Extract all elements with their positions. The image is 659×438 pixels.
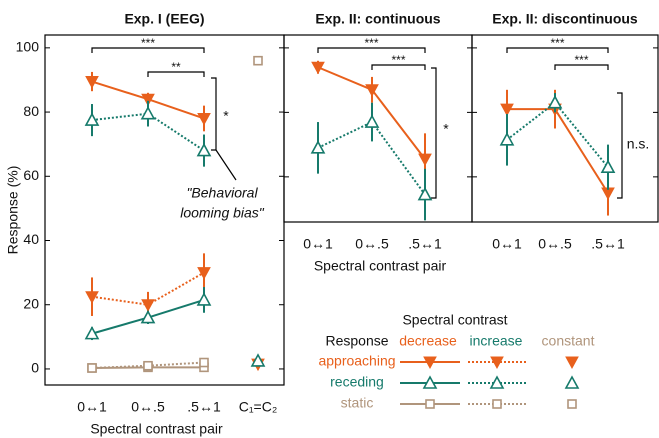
legend-marker — [564, 375, 580, 389]
annotation: looming bias" — [180, 205, 265, 221]
x-tick-label: 0↔.5 — [355, 236, 389, 252]
panel-title: Exp. II: discontinuous — [492, 11, 638, 27]
legend-header: Response — [325, 333, 388, 349]
legend-marker — [422, 375, 438, 389]
data-point — [253, 55, 263, 66]
significance-bracket — [554, 64, 609, 70]
significance-label: *** — [574, 53, 588, 67]
x-tick-label: .5↔1 — [187, 399, 221, 415]
data-point — [418, 153, 432, 167]
y-tick-label: 40 — [23, 231, 39, 247]
data-point — [85, 76, 99, 89]
significance-label: *** — [550, 36, 564, 50]
significance-bracket — [147, 71, 205, 77]
x-tick-label: 0↔1 — [303, 236, 333, 252]
x-tick-label: 0↔.5 — [131, 399, 165, 415]
legend-row: static — [341, 395, 374, 411]
data-point — [84, 112, 100, 126]
data-point — [364, 114, 380, 128]
significance-label: *** — [391, 53, 405, 67]
panel-title: Exp. I (EEG) — [124, 11, 204, 27]
legend-marker — [425, 399, 435, 409]
legend-row: approaching — [318, 353, 395, 369]
x-tick-label: C₁=C₂ — [239, 399, 278, 415]
data-point — [499, 132, 515, 146]
data-point — [600, 159, 616, 173]
data-point — [84, 325, 100, 340]
data-point — [140, 309, 156, 324]
data-point — [250, 353, 266, 367]
plot-frame — [471, 34, 659, 223]
annotation-leader — [215, 149, 237, 181]
significance-label: *** — [364, 36, 378, 50]
x-tick-label: .5↔1 — [591, 236, 625, 252]
data-point — [196, 292, 212, 306]
data-point — [365, 84, 379, 97]
data-point — [85, 291, 99, 304]
data-point — [500, 103, 514, 117]
y-tick-label: 80 — [23, 103, 39, 119]
data-point — [141, 299, 155, 312]
legend-column: decrease — [399, 333, 457, 349]
significance-label: ** — [171, 60, 181, 74]
annotation: "Behavioral — [186, 185, 258, 201]
significance-bracket — [431, 67, 437, 199]
data-point — [140, 105, 156, 120]
legend-row: receding — [330, 374, 384, 390]
legend-column: constant — [542, 333, 595, 349]
data-point — [311, 61, 325, 75]
significance-label: *** — [141, 36, 155, 50]
x-tick-label: 0↔1 — [492, 236, 522, 252]
legend-title: Spectral contrast — [402, 312, 507, 328]
significance-label: * — [443, 121, 449, 137]
data-point — [141, 93, 155, 107]
y-tick-label: 100 — [16, 39, 40, 55]
y-tick-label: 0 — [31, 360, 39, 376]
series-line — [507, 108, 609, 194]
legend-column: increase — [470, 333, 523, 349]
data-point — [143, 360, 153, 371]
x-tick-label: 0↔1 — [77, 399, 107, 415]
data-point — [197, 267, 211, 280]
legend-marker — [492, 399, 502, 409]
legend-marker — [490, 356, 504, 370]
y-axis-label: Response (%) — [5, 166, 21, 255]
significance-bracket — [371, 64, 426, 70]
panel-title: Exp. II: continuous — [315, 11, 440, 27]
legend-marker — [489, 375, 505, 389]
data-point — [547, 95, 563, 109]
data-point — [310, 140, 326, 154]
x-axis-label: Spectral contrast pair — [90, 421, 223, 437]
y-tick-label: 20 — [23, 295, 39, 311]
significance-label: * — [223, 108, 229, 124]
data-point — [197, 112, 211, 126]
legend-marker — [423, 356, 437, 370]
significance-label: n.s. — [627, 136, 650, 152]
x-tick-label: .5↔1 — [408, 236, 442, 252]
x-tick-label: 0↔.5 — [538, 236, 572, 252]
data-point — [199, 357, 209, 368]
legend-marker — [565, 356, 579, 370]
data-point — [87, 363, 97, 373]
y-tick-label: 60 — [23, 167, 39, 183]
significance-bracket — [617, 92, 623, 199]
significance-bracket — [211, 77, 217, 151]
x-axis-label: Spectral contrast pair — [314, 258, 447, 274]
significance-bracket — [317, 47, 426, 53]
data-point — [196, 142, 212, 157]
significance-bracket — [506, 47, 609, 53]
significance-bracket — [91, 47, 205, 53]
legend-marker — [567, 399, 577, 409]
data-point — [417, 186, 433, 201]
